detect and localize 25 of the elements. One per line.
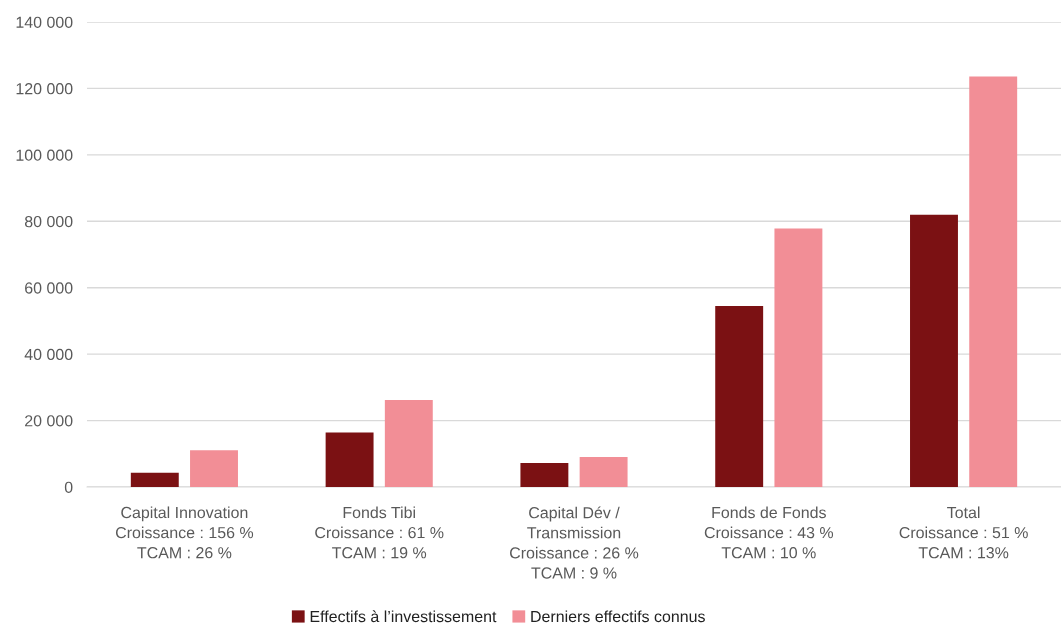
bar bbox=[190, 450, 238, 487]
x-tick-label: Fonds de Fonds Croissance : 43 % TCAM : 10 % bbox=[704, 506, 834, 559]
x-tick-label: Capital Dév / Transmission Croissance : 26 % TCAM : 9 % bbox=[510, 506, 639, 579]
legend-label: Derniers effectifs connus bbox=[531, 610, 705, 623]
y-tick-label: 40 000 bbox=[24, 348, 73, 361]
bar bbox=[579, 457, 628, 487]
legend-label: Effectifs à l’investissement bbox=[310, 610, 497, 623]
x-tick-label: Fonds Tibi Croissance : 61 % TCAM : 19 % bbox=[315, 506, 444, 559]
x-tick-label: Capital Innovation Croissance : 156 % TCAM : 26 % bbox=[115, 506, 254, 559]
y-tick-label: 0 bbox=[64, 481, 73, 493]
bar bbox=[384, 399, 433, 487]
bar bbox=[130, 472, 179, 487]
bar bbox=[774, 228, 823, 487]
y-tick-label: 80 000 bbox=[24, 215, 73, 228]
bar bbox=[715, 305, 764, 487]
y-tick-label: 120 000 bbox=[16, 83, 73, 95]
bar bbox=[325, 432, 374, 487]
bar bbox=[969, 76, 1018, 487]
x-tick-label: Total Croissance : 51 % TCAM : 13% bbox=[899, 506, 1028, 559]
y-tick-label: 60 000 bbox=[25, 282, 73, 294]
y-tick-label: 140 000 bbox=[16, 16, 73, 28]
bar bbox=[520, 463, 569, 487]
y-tick-label: 20 000 bbox=[25, 415, 73, 427]
y-tick-label: 100 000 bbox=[16, 149, 73, 161]
bar bbox=[910, 214, 958, 487]
